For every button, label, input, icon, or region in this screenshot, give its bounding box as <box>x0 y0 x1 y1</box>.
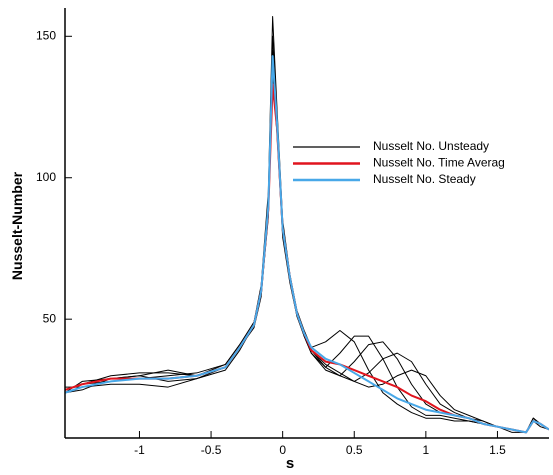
x-tick-label: 0 <box>279 443 286 457</box>
y-tick-label: 150 <box>36 28 56 42</box>
series-line <box>65 55 549 434</box>
series-line <box>65 15 549 433</box>
plot-area <box>65 15 549 434</box>
series-line <box>65 49 549 433</box>
x-tick-label: 1 <box>423 443 430 457</box>
x-tick-label: -0.5 <box>201 443 222 457</box>
legend-label: Nusselt No. Steady <box>373 172 476 186</box>
series-line <box>65 83 549 434</box>
series-line <box>65 64 549 433</box>
x-axis-title: s <box>286 455 294 472</box>
legend-label: Nusselt No. Time Averag <box>373 156 505 170</box>
y-tick-label: 100 <box>36 170 56 184</box>
y-tick-label: 50 <box>43 311 57 325</box>
x-tick-label: -1 <box>134 443 145 457</box>
y-axis-title: Nusselt-Number <box>9 171 25 280</box>
x-tick-label: 1.5 <box>489 443 506 457</box>
legend-label: Nusselt No. Unsteady <box>373 139 489 153</box>
x-tick-label: 0.5 <box>346 443 363 457</box>
